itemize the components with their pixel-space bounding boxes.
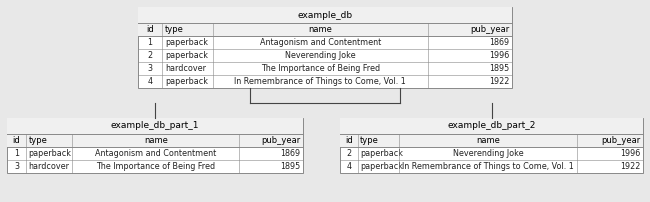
Text: example_db_part_2: example_db_part_2 — [447, 121, 536, 130]
Text: hardcover: hardcover — [165, 64, 206, 73]
Text: name: name — [308, 25, 332, 34]
Text: 1: 1 — [148, 38, 153, 47]
Text: pub_year: pub_year — [601, 136, 640, 145]
Text: paperback: paperback — [165, 38, 208, 47]
Text: name: name — [476, 136, 500, 145]
Text: 3: 3 — [148, 64, 153, 73]
Text: paperback: paperback — [165, 77, 208, 86]
Text: pub_year: pub_year — [261, 136, 300, 145]
Text: 1996: 1996 — [620, 149, 640, 158]
Text: Antagonism and Contentment: Antagonism and Contentment — [260, 38, 381, 47]
Bar — [138, 23, 512, 36]
Text: 1895: 1895 — [280, 162, 300, 171]
Text: In Remembrance of Things to Come, Vol. 1: In Remembrance of Things to Come, Vol. 1 — [402, 162, 574, 171]
Text: Antagonism and Contentment: Antagonism and Contentment — [95, 149, 216, 158]
Text: 1869: 1869 — [280, 149, 300, 158]
Bar — [7, 134, 303, 147]
Bar — [340, 118, 643, 173]
Text: id: id — [345, 136, 353, 145]
Text: paperback: paperback — [29, 149, 72, 158]
Text: 1996: 1996 — [489, 51, 510, 60]
Bar — [340, 134, 643, 147]
Text: 1: 1 — [14, 149, 19, 158]
Text: In Remembrance of Things to Come, Vol. 1: In Remembrance of Things to Come, Vol. 1 — [235, 77, 406, 86]
Text: The Importance of Being Fred: The Importance of Being Fred — [261, 64, 380, 73]
Text: 1895: 1895 — [489, 64, 510, 73]
Text: 2: 2 — [346, 149, 352, 158]
Text: 2: 2 — [148, 51, 153, 60]
Text: 1869: 1869 — [489, 38, 510, 47]
Bar — [340, 118, 643, 134]
Text: example_db: example_db — [298, 11, 352, 20]
Text: 1922: 1922 — [489, 77, 510, 86]
Text: 4: 4 — [346, 162, 351, 171]
Text: type: type — [29, 136, 47, 145]
Text: pub_year: pub_year — [470, 25, 510, 34]
Text: type: type — [360, 136, 379, 145]
Text: The Importance of Being Fred: The Importance of Being Fred — [96, 162, 215, 171]
Text: hardcover: hardcover — [29, 162, 70, 171]
Text: paperback: paperback — [360, 162, 403, 171]
Text: name: name — [144, 136, 168, 145]
Text: paperback: paperback — [360, 149, 403, 158]
Bar — [7, 118, 303, 173]
Text: 3: 3 — [14, 162, 19, 171]
Bar — [138, 7, 512, 88]
Text: id: id — [146, 25, 154, 34]
Bar — [138, 7, 512, 23]
Text: type: type — [165, 25, 184, 34]
Text: Neverending Joke: Neverending Joke — [285, 51, 356, 60]
Text: paperback: paperback — [165, 51, 208, 60]
Bar — [7, 118, 303, 134]
Text: 1922: 1922 — [620, 162, 640, 171]
Text: Neverending Joke: Neverending Joke — [452, 149, 523, 158]
Text: 4: 4 — [148, 77, 153, 86]
Text: example_db_part_1: example_db_part_1 — [111, 121, 200, 130]
Text: id: id — [13, 136, 21, 145]
